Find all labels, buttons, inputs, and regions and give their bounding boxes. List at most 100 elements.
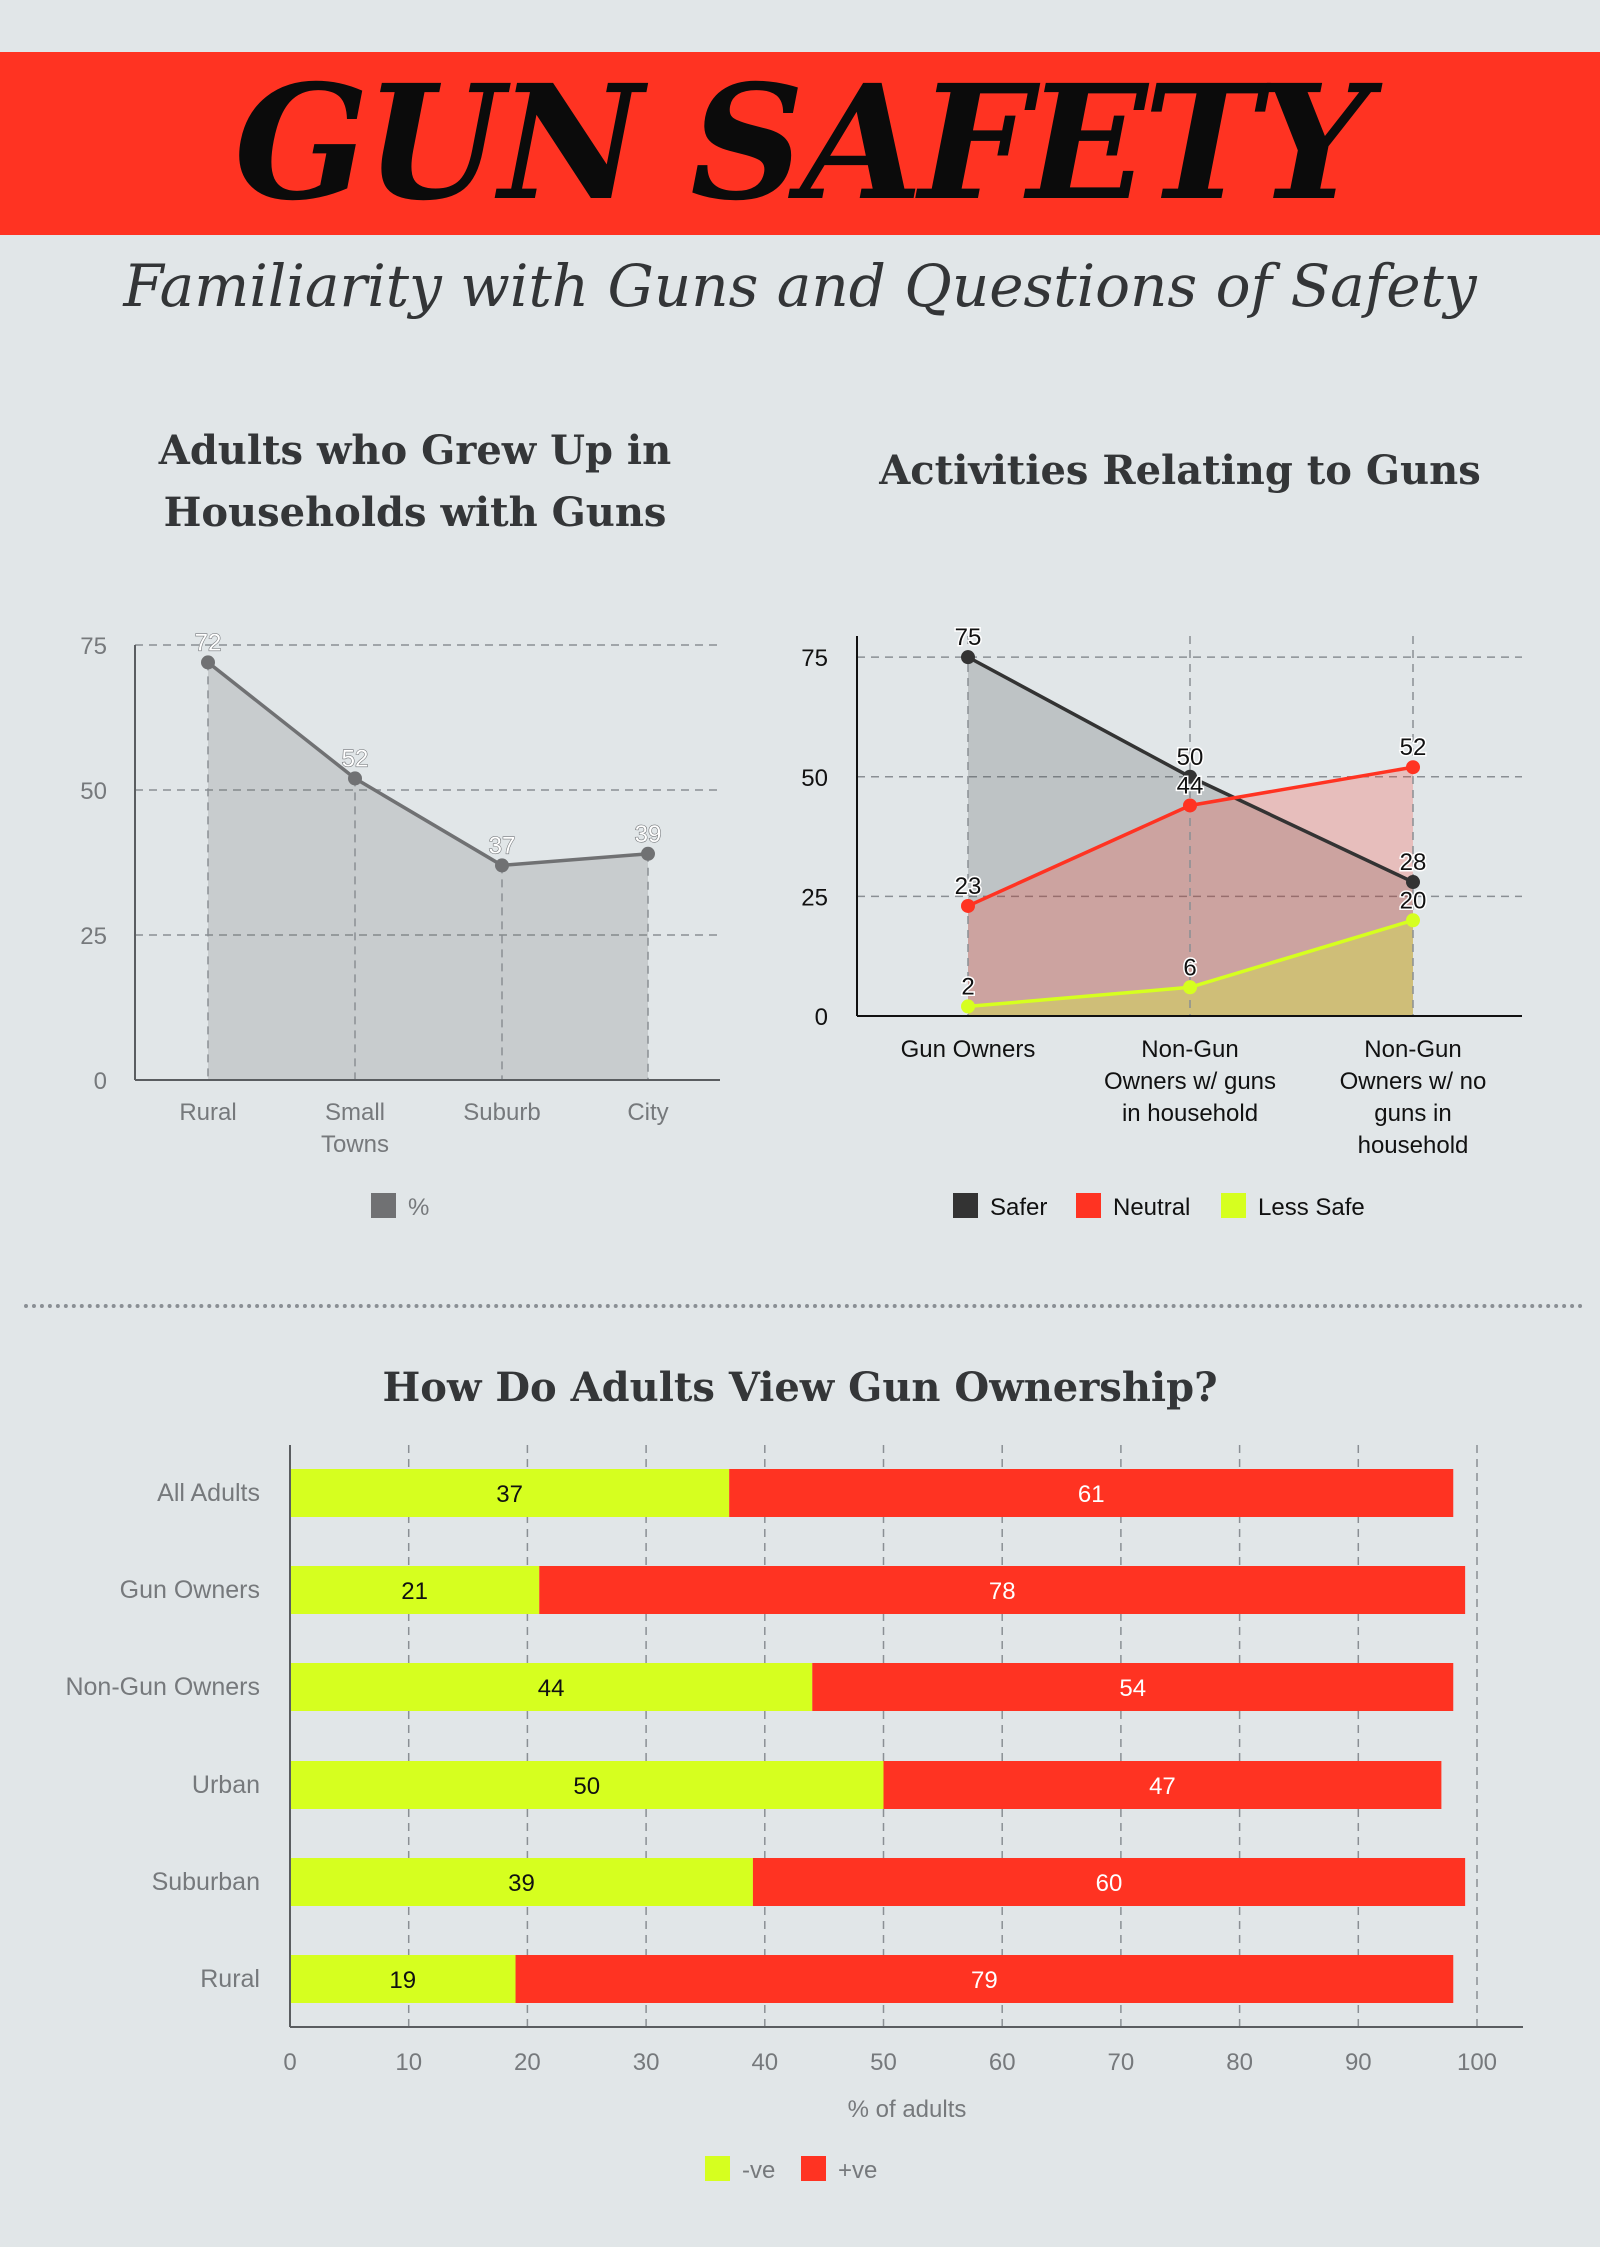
chart3-xtick-label: 50 — [870, 2049, 897, 2076]
chart2-ytick-label: 50 — [801, 765, 828, 792]
chart2-data-label: 2 — [961, 973, 974, 1000]
chart2-data-label: 28 — [1400, 849, 1427, 876]
chart1-point — [495, 858, 509, 873]
chart1-xtick-label: Small — [325, 1099, 385, 1126]
chart3-category-label: Suburban — [152, 1868, 260, 1896]
chart3-category-label: Urban — [192, 1771, 260, 1799]
chart2-xtick-label: Gun Owners — [901, 1036, 1036, 1063]
chart3-xtick-label: 40 — [751, 2049, 778, 2076]
chart2-ytick-label: 75 — [801, 645, 828, 672]
chart1-xtick-label: Suburb — [463, 1099, 540, 1126]
chart3-bar-negative — [290, 1858, 753, 1906]
chart3-bar-label: 50 — [573, 1773, 600, 1800]
chart3-x-axis-title: % of adults — [848, 2096, 967, 2123]
chart3-bar-negative — [290, 1955, 516, 2003]
chart3-bar-positive — [515, 1955, 1454, 2003]
chart3-bar-positive — [729, 1469, 1454, 1517]
chart2-xtick-label: household — [1358, 1132, 1469, 1159]
chart3-legend-swatch — [705, 2156, 730, 2181]
chart2-data-label: 52 — [1400, 734, 1427, 761]
chart1-series-line — [206, 661, 649, 868]
chart1-legend-label: % — [408, 1194, 429, 1221]
chart2-point-less-safe — [1183, 980, 1197, 995]
page-subtitle: Familiarity with Guns and Questions of S… — [123, 252, 1477, 320]
chart3-bar-label: 47 — [1149, 1773, 1176, 1800]
chart1-point — [201, 655, 215, 670]
chart1-ytick-label: 50 — [80, 778, 107, 805]
chart3-bar-label: 21 — [401, 1578, 428, 1605]
chart2-legend-swatch — [1076, 1193, 1101, 1218]
chart2-xtick-label: Non-Gun — [1141, 1036, 1238, 1063]
chart1-ytick-label: 75 — [80, 633, 107, 660]
chart3-xtick-label: 10 — [395, 2049, 422, 2076]
chart3-bar-negative — [290, 1663, 813, 1711]
chart2-area-less-safe — [968, 920, 1413, 1016]
chart3-category-label: All Adults — [157, 1479, 260, 1507]
chart2-legend-swatch — [953, 1193, 978, 1218]
chart3-xtick-label: 100 — [1457, 2049, 1497, 2076]
chart3-bar-label: 19 — [389, 1967, 416, 1994]
chart1-data-label: 72 — [195, 629, 222, 656]
chart3-bar-positive — [883, 1761, 1442, 1809]
chart2-xtick-label: Owners w/ no — [1340, 1068, 1487, 1095]
chart1-xtick-label: City — [627, 1099, 668, 1126]
title-banner: GUN SAFETY — [0, 51, 1600, 236]
chart3-bar-label: 44 — [538, 1675, 565, 1702]
chart2-xtick-label: in household — [1122, 1100, 1258, 1127]
chart3-category-label: Rural — [200, 1965, 260, 1993]
chart3-group: 0 10 20 30 40 50 60 70 80 90 100 All Adults 37 61 Gun … — [65, 1445, 1523, 2184]
page-title: GUN SAFETY — [234, 51, 1370, 236]
chart2-legend-label: Less Safe — [1258, 1194, 1365, 1221]
chart1-group: 0 25 50 75 72 52 37 39 Rural Small Towns Suburb City… — [80, 629, 720, 1221]
chart2-data-label: 6 — [1183, 954, 1196, 981]
chart3-bar-positive — [752, 1858, 1466, 1906]
chart1-legend-swatch — [371, 1193, 396, 1218]
chart3-category-label: Gun Owners — [120, 1576, 260, 1604]
chart3-xtick-label: 70 — [1108, 2049, 1135, 2076]
chart2-data-label: 50 — [1177, 744, 1204, 771]
chart2-point-neutral — [961, 898, 975, 913]
chart3-category-label: Non-Gun Owners — [65, 1673, 260, 1701]
chart1-ytick-label: 25 — [80, 923, 107, 950]
chart1-title-line2: Households with Guns — [163, 489, 667, 536]
chart2-point-safer — [1183, 769, 1197, 784]
chart3-legend-label: +ve — [838, 2157, 877, 2184]
chart1-ytick-label: 0 — [94, 1068, 107, 1095]
chart1-area — [208, 662, 648, 1080]
chart3-bar-positive — [539, 1566, 1466, 1614]
chart2-data-label: 20 — [1400, 887, 1427, 914]
chart2-xtick-label: Non-Gun — [1364, 1036, 1461, 1063]
chart1-point — [641, 846, 655, 861]
chart2-point-less-safe — [961, 999, 975, 1014]
chart3-bar-negative — [290, 1566, 540, 1614]
chart2-ytick-label: 25 — [801, 884, 828, 911]
chart3-xtick-label: 0 — [283, 2049, 296, 2076]
chart3-xtick-label: 20 — [514, 2049, 541, 2076]
chart3-xtick-label: 60 — [989, 2049, 1016, 2076]
chart2-point-neutral — [1406, 760, 1420, 775]
chart2-data-label: 23 — [955, 873, 982, 900]
chart2-point-safer — [1406, 875, 1420, 890]
chart1-point — [348, 771, 362, 786]
chart3-bar-label: 78 — [989, 1578, 1016, 1605]
chart3-xtick-label: 30 — [633, 2049, 660, 2076]
chart3-bar-label: 54 — [1119, 1675, 1146, 1702]
chart1-xtick-label: Towns — [321, 1131, 389, 1158]
chart2-xtick-label: Owners w/ guns — [1104, 1068, 1276, 1095]
chart2-xtick-label: guns in — [1374, 1100, 1451, 1127]
chart3-bar-positive — [812, 1663, 1454, 1711]
chart1-data-label: 39 — [635, 821, 662, 848]
chart2-point-safer — [961, 650, 975, 665]
chart2-data-label: 44 — [1177, 772, 1204, 799]
chart3-xtick-label: 90 — [1345, 2049, 1372, 2076]
chart1-xtick-label: Rural — [179, 1099, 236, 1126]
chart2-group: 0 25 50 75 75 50 28 23 44 52 2 6 20 Gun Owners Non-Gun… — [801, 623, 1522, 1221]
chart3-xtick-label: 80 — [1226, 2049, 1253, 2076]
chart2-legend-label: Neutral — [1113, 1194, 1190, 1221]
chart2-legend-swatch — [1221, 1193, 1246, 1218]
chart3-bar-label: 61 — [1078, 1481, 1105, 1508]
chart2-ytick-label: 0 — [815, 1004, 828, 1031]
chart1-data-label: 37 — [489, 832, 516, 859]
chart2-data-label: 75 — [955, 624, 982, 651]
